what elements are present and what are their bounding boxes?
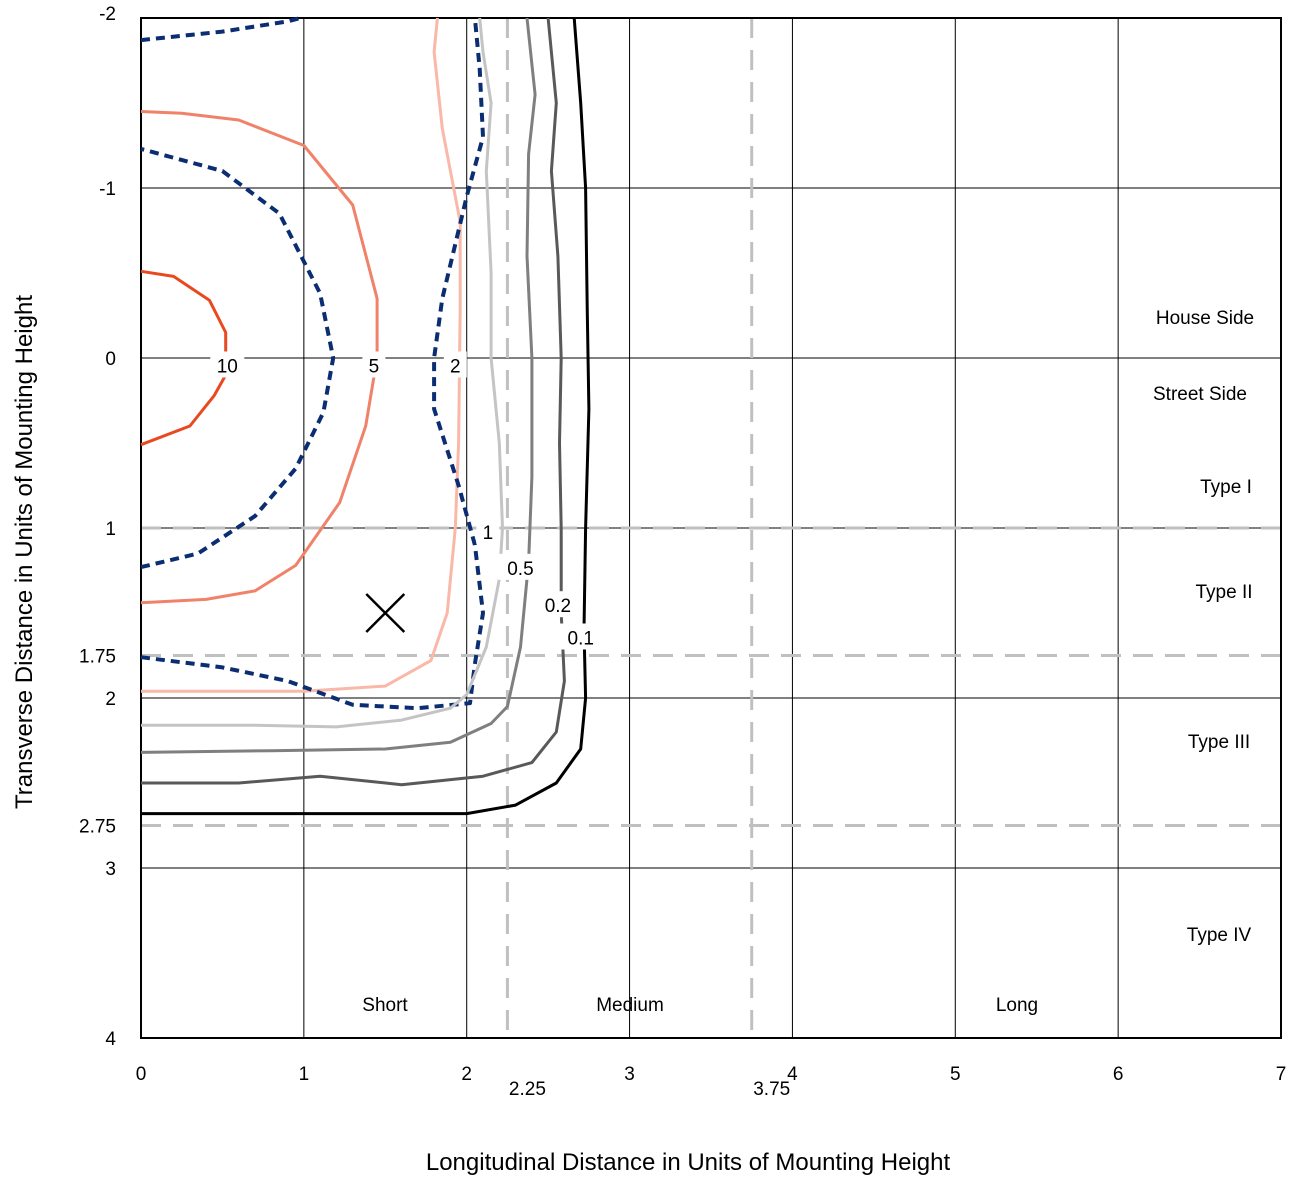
- contour-label-bg-1: [362, 351, 386, 378]
- contour-label-2: 2: [450, 357, 461, 378]
- max-candela-marker: [365, 593, 406, 633]
- x-tick-6: 6: [1113, 1064, 1124, 1085]
- x-tick-labels: 0 1 2 3 4 5 6 7 2.25 3.75: [136, 1064, 1287, 1100]
- contour-label-6: 1: [483, 523, 494, 544]
- contour-label-9: 0.1: [568, 629, 594, 650]
- y-tick-labels: -2 -1 0 1 2 3 4 1.75 2.75: [79, 4, 116, 1050]
- contour-line-2-2: [141, 17, 462, 693]
- contour-line-0.1-9: [141, 17, 591, 816]
- street-side-label: Street Side: [1153, 384, 1247, 405]
- contour-line-1-6: [141, 17, 504, 729]
- reference-lines: [141, 18, 1281, 1038]
- plot-area: [140, 17, 1282, 1039]
- y-tick--1: -1: [99, 179, 116, 200]
- contour-line-unlabeled-4: [140, 16, 302, 43]
- contour-label-1: 5: [369, 357, 380, 378]
- long-label: Long: [996, 995, 1038, 1016]
- short-label: Short: [362, 995, 408, 1016]
- contour-lines: [140, 16, 591, 816]
- y-tick--2: -2: [99, 4, 116, 25]
- x-tick-2: 2: [461, 1064, 472, 1085]
- type-1-label: Type I: [1200, 477, 1252, 498]
- contour-label-bg-9: [558, 623, 604, 650]
- x-tick-0: 0: [136, 1064, 147, 1085]
- contour-line-2-3: [140, 146, 336, 570]
- type-3-label: Type III: [1188, 732, 1250, 753]
- type-4-label: Type IV: [1187, 925, 1252, 946]
- contour-label-bg-6: [476, 518, 500, 545]
- contour-label-bg-8: [535, 591, 581, 618]
- y-tick-extra-2.75: 2.75: [79, 817, 116, 838]
- x-tick-7: 7: [1276, 1064, 1287, 1085]
- x-tick-3: 3: [624, 1064, 635, 1085]
- y-tick-extra-1.75: 1.75: [79, 647, 116, 668]
- contour-label-bg-2: [443, 351, 467, 378]
- y-tick-0: 0: [105, 349, 116, 370]
- contour-label-bg-7: [497, 553, 543, 580]
- region-labels: House Side Street Side Type I Type II Ty…: [362, 308, 1254, 1016]
- contour-label-0: 10: [217, 357, 238, 378]
- y-tick-4: 4: [105, 1029, 116, 1050]
- x-axis-title: Longitudinal Distance in Units of Mounti…: [426, 1149, 951, 1176]
- marker-stroke-2: [365, 593, 406, 633]
- contour-line-0.5-7: [140, 17, 537, 754]
- contour-labels: 10 5 2 1 0.5 0.2 0.1: [210, 351, 604, 650]
- x-tick-4: 4: [787, 1064, 798, 1085]
- x-tick-5: 5: [950, 1064, 961, 1085]
- medium-label: Medium: [596, 995, 664, 1016]
- y-tick-2: 2: [105, 689, 116, 710]
- contour-label-bg-0: [210, 351, 245, 378]
- y-tick-1: 1: [105, 519, 116, 540]
- x-tick-extra-2.25: 2.25: [509, 1079, 546, 1100]
- y-tick-3: 3: [105, 859, 116, 880]
- x-tick-extra-3.75: 3.75: [753, 1079, 790, 1100]
- x-tick-1: 1: [299, 1064, 310, 1085]
- contour-line-0.2-8: [141, 17, 566, 787]
- contour-label-7: 0.5: [507, 559, 533, 580]
- contour-label-8: 0.2: [545, 596, 571, 617]
- contour-line-unlabeled-5: [140, 17, 485, 711]
- type-2-label: Type II: [1195, 582, 1252, 603]
- y-axis-title: Transverse Distance in Units of Mounting…: [11, 295, 38, 809]
- house-side-label: House Side: [1156, 308, 1254, 329]
